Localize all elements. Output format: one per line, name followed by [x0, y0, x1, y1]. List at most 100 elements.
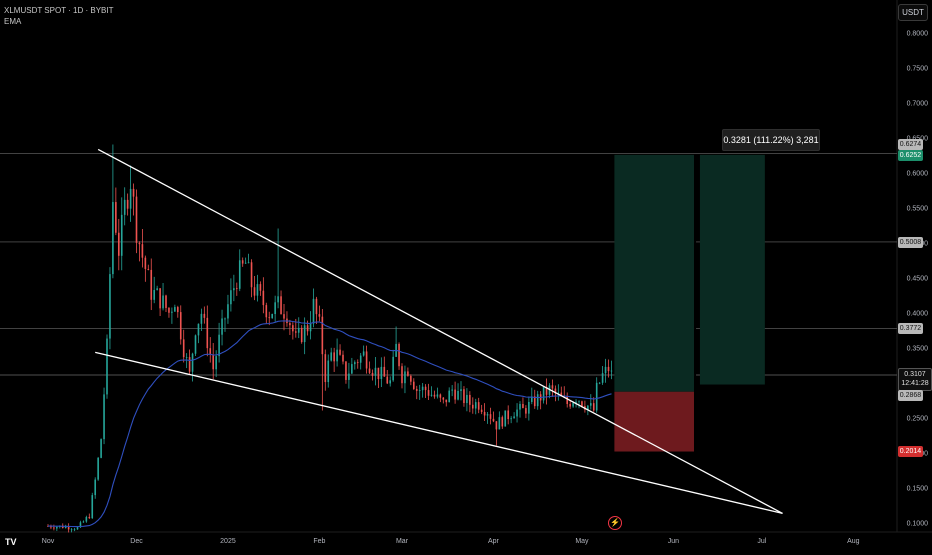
- candle-body: [495, 421, 498, 430]
- candle-body: [566, 396, 569, 404]
- candle-body: [94, 479, 97, 496]
- candle-body: [209, 348, 212, 355]
- candle-body: [79, 522, 82, 528]
- x-tick-label: Jul: [757, 538, 766, 545]
- y-tick-label: 0.3500: [907, 346, 929, 353]
- candle-body: [380, 366, 383, 380]
- candle-body: [283, 314, 285, 319]
- candle-body: [595, 382, 598, 411]
- candle-body: [445, 399, 448, 403]
- candle-body: [188, 357, 191, 372]
- price-label-level: 0.5008: [898, 237, 923, 248]
- candle-body: [150, 269, 153, 300]
- y-tick-label: 0.8000: [907, 31, 929, 38]
- stop-zone: [614, 391, 695, 452]
- candle-body: [457, 390, 459, 400]
- candle-body: [327, 360, 330, 383]
- candle-body: [448, 390, 451, 403]
- candle-body: [536, 394, 539, 407]
- candle-body: [174, 307, 176, 312]
- y-tick-label: 0.1500: [907, 486, 929, 493]
- candle-body: [194, 335, 197, 354]
- candle-body: [50, 526, 52, 528]
- candle-body: [147, 268, 150, 270]
- tradingview-logo[interactable]: TV: [5, 537, 17, 547]
- candle-body: [528, 401, 530, 414]
- candle-body: [294, 331, 297, 333]
- candle-body: [389, 380, 392, 384]
- candle-body: [486, 414, 489, 416]
- candle-body: [362, 351, 365, 356]
- candle-body: [483, 411, 486, 416]
- candle-body: [56, 526, 58, 529]
- candle-body: [342, 354, 344, 362]
- candle-body: [410, 375, 412, 382]
- y-tick-label: 0.1000: [907, 521, 929, 528]
- candle-body: [268, 317, 271, 319]
- ema-line: [48, 320, 612, 528]
- candle-body: [191, 353, 194, 372]
- candle-body: [250, 262, 253, 288]
- candle-body: [67, 526, 70, 530]
- x-tick-label: Nov: [42, 538, 55, 545]
- candle-body: [330, 352, 333, 361]
- price-label-entry: 0.2868: [898, 390, 923, 401]
- candle-body: [386, 376, 389, 384]
- candle-body: [463, 389, 465, 404]
- candle-body: [200, 313, 203, 324]
- candle-body: [336, 349, 338, 362]
- candle-body: [221, 318, 223, 335]
- candle-body: [132, 188, 135, 197]
- candle-body: [159, 288, 161, 309]
- bar-countdown: 12:41:28: [901, 380, 929, 387]
- candle-body: [112, 202, 114, 275]
- candle-body: [230, 290, 232, 305]
- candle-body: [510, 418, 512, 420]
- candle-body: [309, 323, 312, 332]
- candle-body: [82, 521, 85, 523]
- candle-body: [492, 418, 495, 422]
- candle-body: [469, 394, 471, 405]
- candle-body: [371, 372, 374, 376]
- candle-body: [607, 366, 610, 372]
- candle-body: [168, 307, 170, 313]
- candle-body: [185, 357, 188, 358]
- flash-icon[interactable]: ⚡: [608, 516, 622, 530]
- candle-body: [401, 366, 403, 384]
- candle-body: [238, 260, 241, 289]
- trendline: [95, 351, 783, 515]
- candle-body: [206, 317, 209, 349]
- candle-body: [471, 404, 474, 409]
- candle-body: [97, 457, 99, 480]
- candle-body: [604, 366, 607, 374]
- candle-body: [466, 394, 468, 404]
- price-label-stop: 0.2014: [898, 446, 923, 457]
- candle-body: [418, 390, 421, 391]
- candle-body: [522, 403, 524, 409]
- price-label-current: 0.3107 12:41:28: [898, 368, 932, 391]
- candle-body: [129, 188, 132, 209]
- candle-body: [274, 302, 276, 314]
- currency-button[interactable]: USDT: [898, 4, 928, 21]
- candle-body: [271, 313, 274, 319]
- candle-body: [235, 288, 238, 290]
- candle-body: [545, 387, 548, 395]
- candle-body: [421, 386, 424, 391]
- candle-body: [141, 244, 144, 258]
- candle-body: [117, 232, 120, 256]
- y-tick-label: 0.4500: [907, 276, 929, 283]
- candle-body: [162, 295, 164, 309]
- x-tick-label: 2025: [220, 538, 236, 545]
- candle-body: [365, 351, 368, 369]
- candle-body: [315, 298, 318, 315]
- price-label-level: 0.3772: [898, 323, 923, 334]
- indicator-legend-ema[interactable]: EMA: [4, 17, 22, 26]
- candle-body: [519, 403, 521, 410]
- candle-body: [306, 325, 309, 332]
- symbol-title[interactable]: XLMUSDT SPOT · 1D · BYBIT: [4, 6, 114, 15]
- candle-body: [244, 262, 247, 264]
- y-tick-label: 0.4000: [907, 311, 929, 318]
- candle-body: [504, 410, 507, 427]
